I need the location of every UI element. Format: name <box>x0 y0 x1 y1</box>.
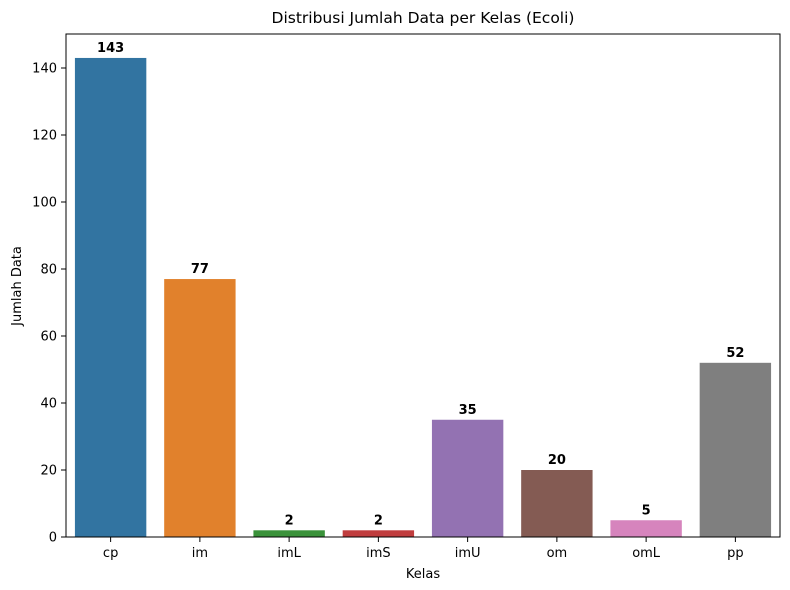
bar-imS <box>342 530 415 537</box>
x-axis-label: Kelas <box>406 567 440 582</box>
x-tick-label-cp: cp <box>103 546 118 561</box>
x-tick-label-imL: imL <box>277 546 301 561</box>
y-axis-label: Jumlah Data <box>10 246 25 327</box>
x-tick-label-pp: pp <box>727 546 744 561</box>
data-label-imU: 35 <box>459 403 477 418</box>
bar-imL <box>253 530 325 537</box>
data-label-imS: 2 <box>374 513 383 528</box>
data-label-omL: 5 <box>642 503 651 518</box>
y-tick-label-60: 60 <box>40 330 57 345</box>
bar-omL <box>610 520 682 537</box>
plot-area: 143 cp 77 im 2 imL 2 imS 35 imU 20 om 5 omL 52 pp 0 20 40 6… <box>32 33 781 561</box>
y-tick-label-120: 120 <box>32 129 57 144</box>
y-tick-label-20: 20 <box>40 464 57 479</box>
data-label-imL: 2 <box>285 513 294 528</box>
data-label-im: 77 <box>191 262 209 277</box>
bar-imU <box>431 419 504 537</box>
y-tick-label-80: 80 <box>40 263 57 278</box>
bar-pp <box>699 362 772 537</box>
data-label-pp: 52 <box>726 346 744 361</box>
x-tick-label-om: om <box>547 546 568 561</box>
x-tick-label-omL: omL <box>632 546 661 561</box>
y-tick-label-100: 100 <box>32 196 57 211</box>
bar-om <box>521 470 593 537</box>
axes-frame <box>65 33 781 538</box>
data-label-om: 20 <box>548 453 566 468</box>
chart-title: Distribusi Jumlah Data per Kelas (Ecoli) <box>272 9 575 27</box>
y-tick-label-0: 0 <box>49 531 57 546</box>
y-tick-label-40: 40 <box>40 397 57 412</box>
x-tick-label-imS: imS <box>366 546 391 561</box>
x-tick-label-im: im <box>192 546 208 561</box>
y-tick-label-140: 140 <box>32 62 57 77</box>
data-label-cp: 143 <box>97 41 124 56</box>
bar-cp <box>74 57 147 537</box>
x-tick-label-imU: imU <box>455 546 481 561</box>
bar-im <box>164 279 236 537</box>
